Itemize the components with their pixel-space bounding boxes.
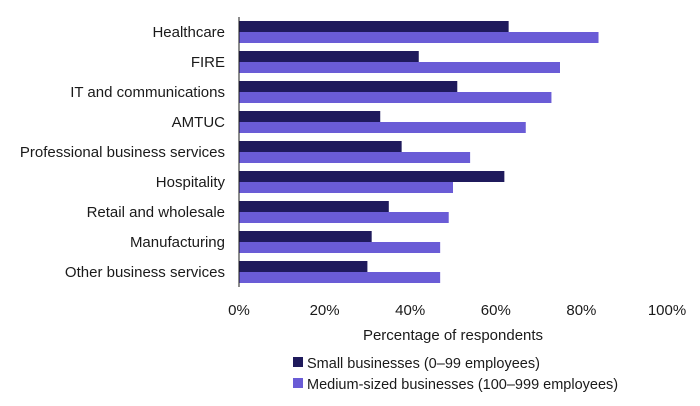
- legend-swatch-small: [293, 357, 303, 367]
- category-label: FIRE: [191, 54, 225, 71]
- bar-medium-business: [239, 92, 552, 103]
- bar-medium-business: [239, 122, 526, 133]
- bar-medium-business: [239, 272, 441, 283]
- x-tick-label: 100%: [648, 302, 686, 319]
- bar-small-business: [239, 141, 402, 152]
- category-label: Healthcare: [152, 24, 225, 41]
- category-label: Professional business services: [20, 144, 225, 161]
- bar-small-business: [239, 111, 381, 122]
- bar-medium-business: [239, 242, 441, 253]
- bar-small-business: [239, 81, 458, 92]
- x-tick-label: 80%: [566, 302, 596, 319]
- category-label: Manufacturing: [130, 234, 225, 251]
- x-tick-label: 60%: [481, 302, 511, 319]
- legend-label: Small businesses (0–99 employees): [307, 356, 540, 372]
- x-tick-label: 0%: [228, 302, 250, 319]
- x-axis-title: Percentage of respondents: [363, 327, 543, 344]
- bar-small-business: [239, 231, 372, 242]
- bar-medium-business: [239, 182, 453, 193]
- category-label: Other business services: [65, 264, 225, 281]
- bar-small-business: [239, 21, 509, 32]
- bar-medium-business: [239, 62, 560, 73]
- legend-label: Medium-sized businesses (100–999 employe…: [307, 377, 618, 393]
- x-tick-labels: 0% 20% 40% 60% 80% 100%: [228, 302, 686, 319]
- bars: [239, 21, 599, 283]
- x-tick-label: 20%: [310, 302, 340, 319]
- bar-medium-business: [239, 152, 471, 163]
- bar-medium-business: [239, 32, 599, 43]
- category-label: Retail and wholesale: [87, 204, 225, 221]
- bar-small-business: [239, 201, 389, 212]
- legend: Small businesses (0–99 employees) Medium-…: [293, 356, 618, 393]
- bar-medium-business: [239, 212, 449, 223]
- bar-small-business: [239, 261, 368, 272]
- legend-swatch-medium: [293, 378, 303, 388]
- category-labels: Healthcare FIRE IT and communications AMTUC…: [20, 24, 226, 281]
- x-tick-label: 40%: [395, 302, 425, 319]
- bar-small-business: [239, 51, 419, 62]
- category-label: IT and communications: [70, 84, 225, 101]
- bar-small-business: [239, 171, 505, 182]
- category-label: AMTUC: [172, 114, 225, 131]
- category-label: Hospitality: [156, 174, 226, 191]
